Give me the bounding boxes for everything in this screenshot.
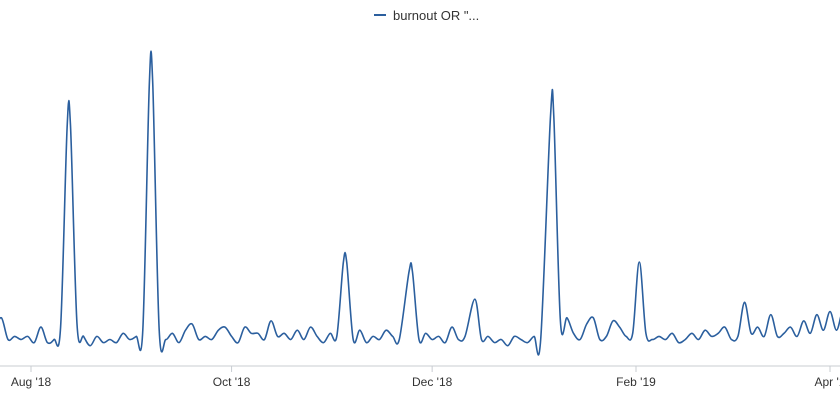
legend[interactable]: burnout OR "... — [374, 8, 479, 23]
x-axis-ticks: Aug '18 Oct '18 Dec '18 Feb '19 Apr '1 — [11, 366, 840, 389]
x-tick-label: Apr '1 — [815, 375, 840, 389]
x-tick-label: Feb '19 — [616, 375, 656, 389]
series-layer — [0, 50, 840, 356]
legend-label: burnout OR "... — [393, 8, 479, 23]
x-tick-label: Aug '18 — [11, 375, 52, 389]
x-tick-label: Oct '18 — [213, 375, 251, 389]
series-line-0[interactable] — [0, 50, 840, 356]
x-tick-label: Dec '18 — [412, 375, 453, 389]
